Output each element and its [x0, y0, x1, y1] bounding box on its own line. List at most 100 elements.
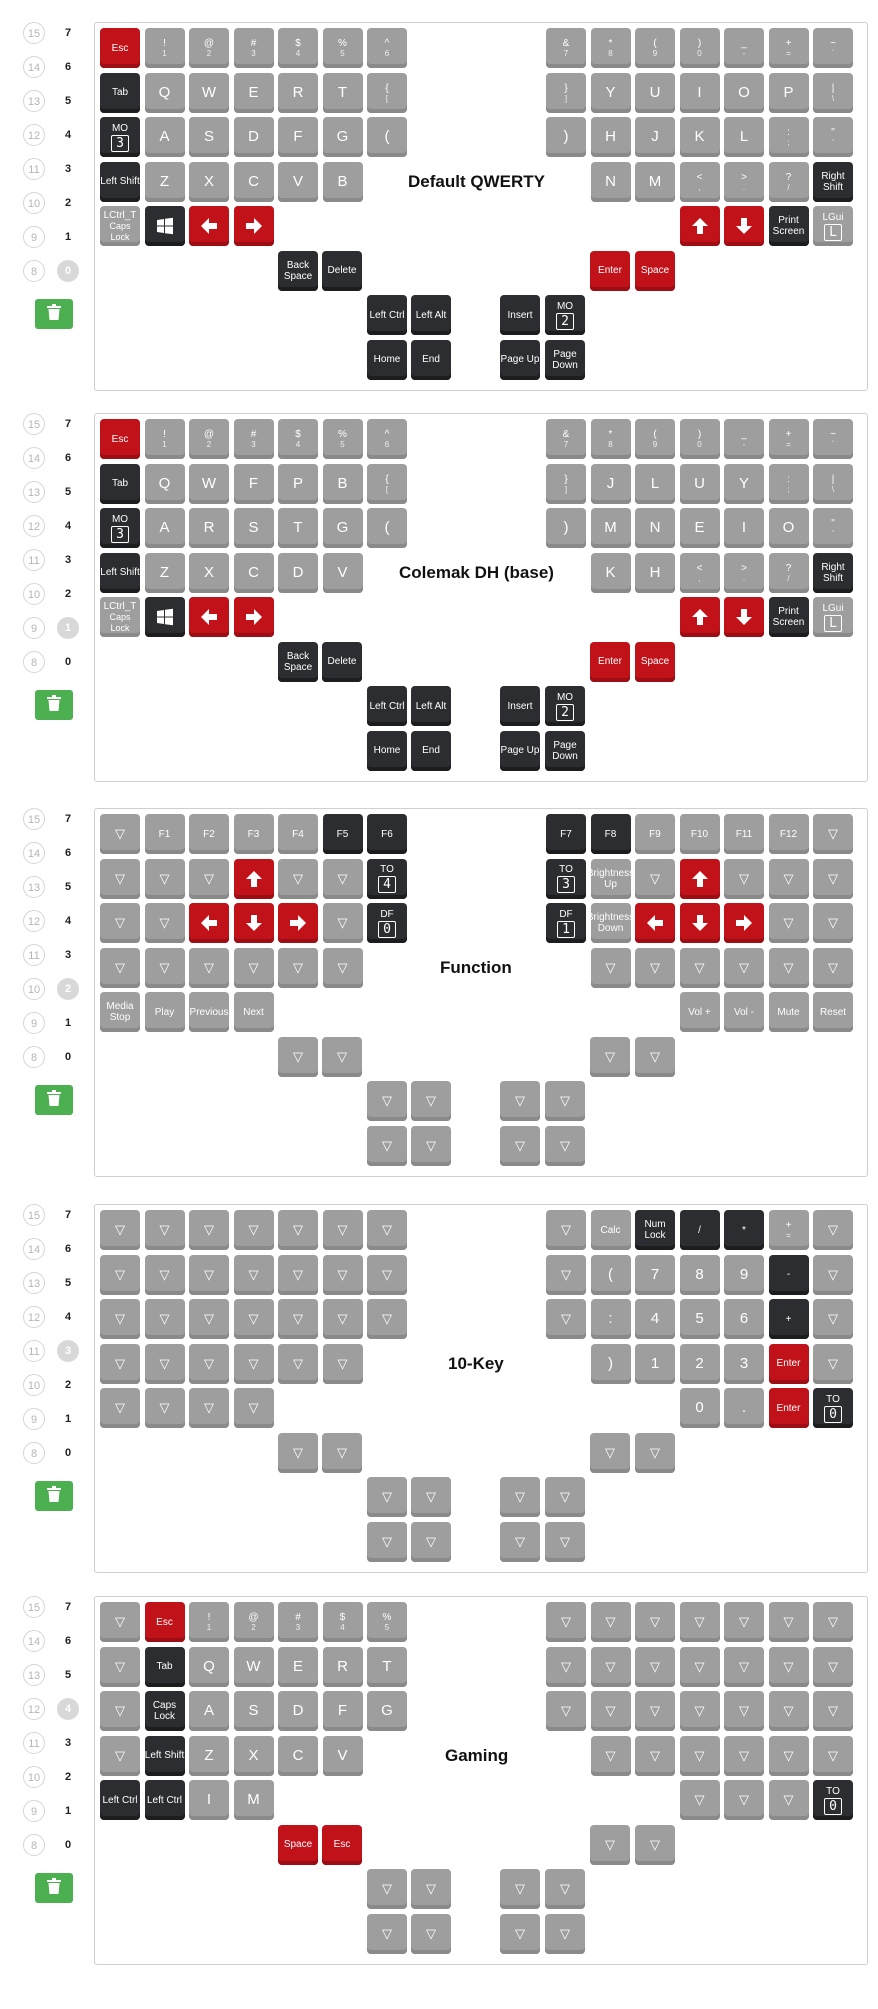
- key-left[interactable]: T: [322, 72, 363, 113]
- key-left[interactable]: D: [233, 117, 274, 157]
- key-left[interactable]: DF 0: [367, 903, 407, 943]
- key-left[interactable]: C: [278, 1735, 318, 1776]
- key-left[interactable]: ▽: [367, 1254, 407, 1295]
- key-left[interactable]: W: [189, 72, 229, 113]
- key-left[interactable]: [233, 206, 274, 246]
- layer-select-right[interactable]: 6: [57, 1630, 79, 1652]
- key-left[interactable]: @2: [189, 419, 229, 459]
- key-right[interactable]: ▽: [635, 858, 675, 899]
- key-left[interactable]: ▽: [322, 947, 363, 988]
- thumb-key-left[interactable]: ▽: [322, 1036, 362, 1077]
- key-right[interactable]: ▽: [679, 947, 720, 988]
- key-right[interactable]: ▽: [768, 858, 809, 899]
- key-right[interactable]: H: [590, 117, 631, 157]
- thumb-key-left[interactable]: Back Space: [278, 641, 318, 682]
- key-left[interactable]: $4: [278, 419, 318, 459]
- key-left[interactable]: ▽: [367, 1210, 407, 1250]
- layer-select-right[interactable]: 2: [57, 978, 79, 1000]
- key-left[interactable]: ▽: [100, 814, 140, 854]
- layer-select-right[interactable]: 4: [57, 515, 79, 537]
- key-right[interactable]: ▽: [590, 1602, 631, 1642]
- key-right[interactable]: I: [679, 72, 720, 113]
- key-right[interactable]: 1: [635, 1343, 675, 1384]
- key-left[interactable]: ▽: [233, 1254, 274, 1295]
- layer-toggle-left[interactable]: 15: [23, 22, 45, 44]
- key-right[interactable]: TO 0: [813, 1780, 853, 1820]
- key-right[interactable]: O: [768, 508, 809, 548]
- key-left[interactable]: S: [233, 508, 274, 548]
- layer-select-right[interactable]: 3: [57, 1340, 79, 1362]
- key-left[interactable]: A: [144, 508, 185, 548]
- thumb-key-right[interactable]: MO 2: [545, 686, 585, 726]
- thumb-key-left[interactable]: ▽: [411, 1913, 451, 1954]
- key-left[interactable]: ▽: [322, 1254, 363, 1295]
- key-right[interactable]: [679, 206, 720, 246]
- key-left[interactable]: ▽: [233, 1343, 274, 1384]
- key-left[interactable]: ▽: [278, 858, 318, 899]
- layer-select-right[interactable]: 2: [57, 1374, 79, 1396]
- key-left[interactable]: ▽: [100, 1646, 140, 1687]
- layer-select-right[interactable]: 3: [57, 549, 79, 571]
- key-right[interactable]: ▽: [813, 1691, 853, 1731]
- key-right[interactable]: I: [724, 508, 764, 548]
- layer-toggle-left[interactable]: 9: [23, 1408, 45, 1430]
- key-left[interactable]: % 5: [367, 1602, 407, 1642]
- key-right[interactable]: ▽: [813, 903, 853, 943]
- key-left[interactable]: Esc: [144, 1602, 185, 1642]
- key-left[interactable]: W: [233, 1646, 274, 1687]
- thumb-key-right[interactable]: Enter: [590, 250, 630, 291]
- layer-toggle-left[interactable]: 12: [23, 1306, 45, 1328]
- key-left[interactable]: #3: [278, 1602, 318, 1642]
- key-left[interactable]: ▽: [100, 1254, 140, 1295]
- layer-toggle-left[interactable]: 9: [23, 226, 45, 248]
- key-right[interactable]: + =: [768, 1210, 809, 1250]
- key-right[interactable]: ): [546, 508, 586, 548]
- key-right[interactable]: ▽: [813, 1646, 853, 1687]
- key-left[interactable]: F3: [233, 814, 274, 854]
- layer-select-right[interactable]: 0: [57, 1046, 79, 1068]
- delete-layer-button[interactable]: [35, 1085, 73, 1115]
- key-left[interactable]: ▽: [100, 1691, 140, 1731]
- key-right[interactable]: (9: [635, 419, 675, 459]
- key-right[interactable]: 8: [679, 1254, 720, 1295]
- thumb-key-right[interactable]: Enter: [590, 641, 630, 682]
- layer-select-right[interactable]: 1: [57, 617, 79, 639]
- key-left[interactable]: F6: [367, 814, 407, 854]
- layer-toggle-left[interactable]: 15: [23, 1204, 45, 1226]
- key-left[interactable]: ▽: [322, 1343, 363, 1384]
- key-left[interactable]: ▽: [100, 1735, 140, 1776]
- key-right[interactable]: [724, 206, 764, 246]
- key-right[interactable]: TO 3: [546, 858, 586, 899]
- key-right[interactable]: F8: [590, 814, 631, 854]
- thumb-key-left[interactable]: End: [411, 339, 451, 380]
- key-left[interactable]: F5: [322, 814, 363, 854]
- thumb-key-right[interactable]: ▽: [500, 1913, 540, 1954]
- layer-toggle-left[interactable]: 15: [23, 1596, 45, 1618]
- thumb-key-right[interactable]: Space: [635, 641, 675, 682]
- layer-toggle-left[interactable]: 10: [23, 192, 45, 214]
- key-left[interactable]: B: [322, 161, 363, 202]
- thumb-key-right[interactable]: ▽: [545, 1081, 585, 1121]
- key-left[interactable]: ▽: [278, 1299, 318, 1339]
- delete-layer-button[interactable]: [35, 690, 73, 720]
- key-left[interactable]: Tab: [144, 1646, 185, 1687]
- key-left[interactable]: G: [367, 1691, 407, 1731]
- key-right[interactable]: ▽: [590, 1646, 631, 1687]
- key-right[interactable]: ▽: [813, 1254, 853, 1295]
- key-right[interactable]: Brightness Down: [590, 903, 631, 943]
- key-left[interactable]: ▽: [144, 1254, 185, 1295]
- key-left[interactable]: Left Shift: [100, 161, 140, 202]
- key-left[interactable]: R: [189, 508, 229, 548]
- key-left[interactable]: TO 4: [367, 858, 407, 899]
- key-right[interactable]: L: [724, 117, 764, 157]
- thumb-key-right[interactable]: MO 2: [545, 295, 585, 335]
- thumb-key-right[interactable]: Insert: [500, 295, 540, 335]
- key-right[interactable]: [679, 858, 720, 899]
- key-right[interactable]: J: [590, 463, 631, 504]
- layer-toggle-left[interactable]: 14: [23, 1630, 45, 1652]
- key-right[interactable]: 4: [635, 1299, 675, 1339]
- key-left[interactable]: ▽: [367, 1299, 407, 1339]
- thumb-key-left[interactable]: ▽: [411, 1081, 451, 1121]
- layer-toggle-left[interactable]: 8: [23, 1834, 45, 1856]
- key-right[interactable]: Enter: [768, 1388, 809, 1428]
